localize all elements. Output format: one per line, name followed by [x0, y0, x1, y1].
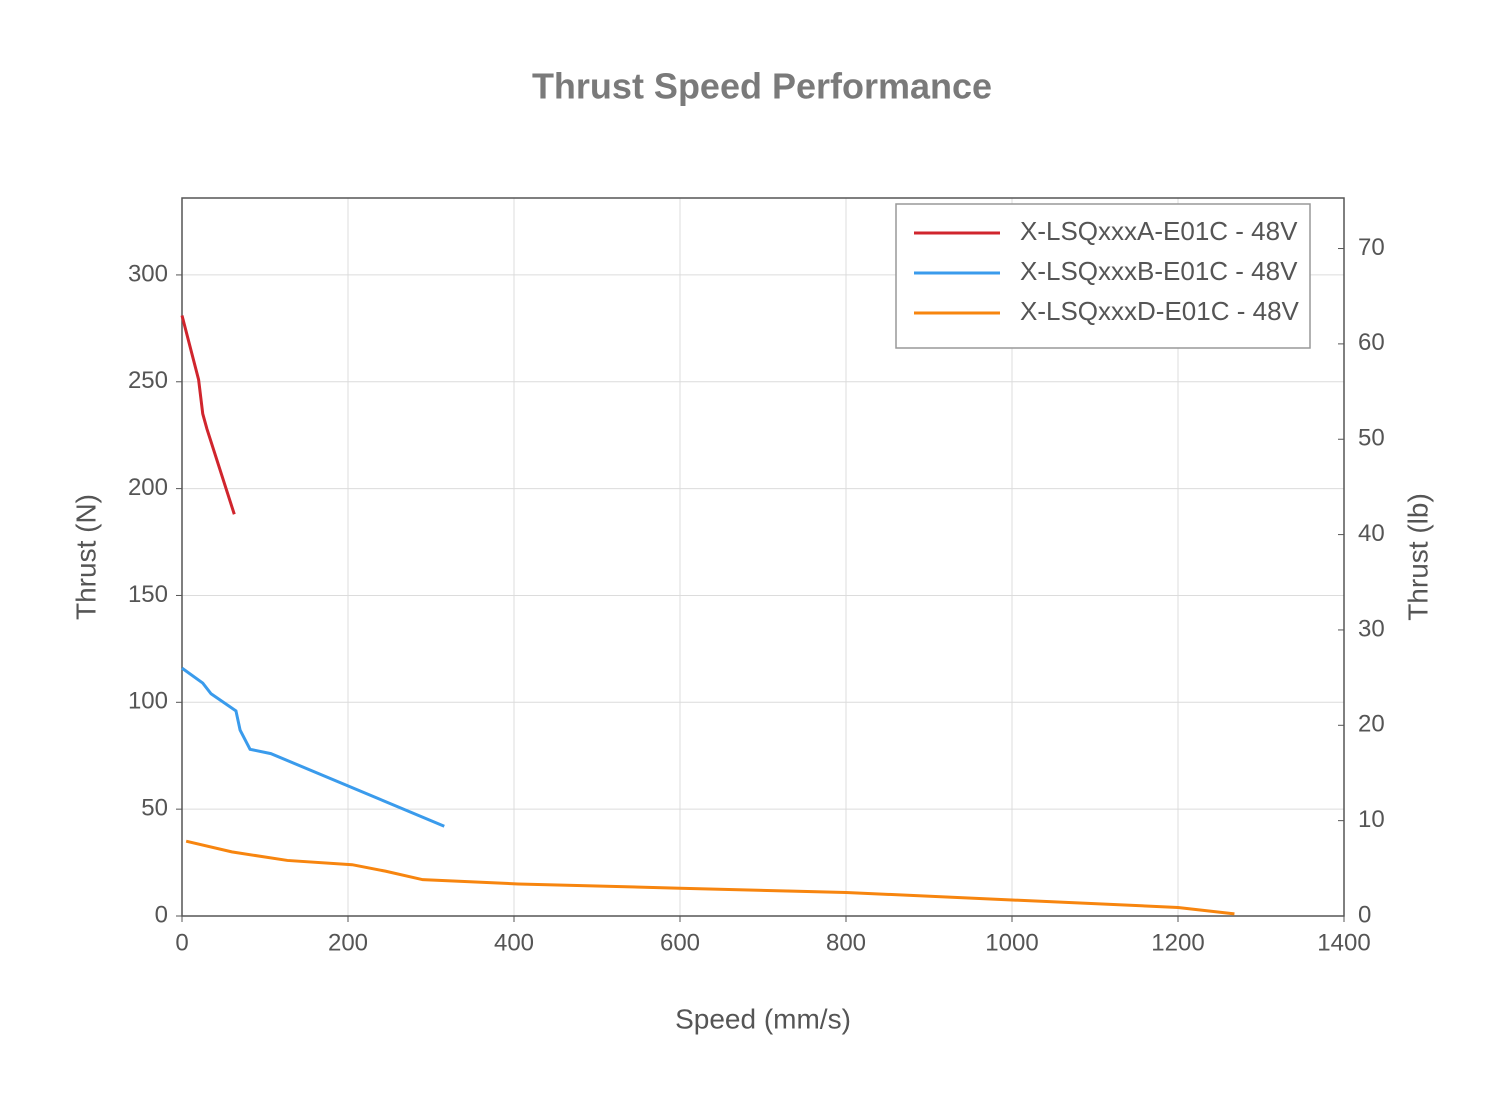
chart-title: Thrust Speed Performance: [532, 66, 992, 107]
y-tick-label: 150: [128, 581, 168, 608]
series-line: [180, 315, 236, 515]
y2-tick-label: 70: [1358, 234, 1385, 261]
x-axis-label: Speed (mm/s): [675, 1003, 851, 1034]
y-tick-label: 300: [128, 260, 168, 287]
y-tick-label: 200: [128, 474, 168, 501]
x-tick-label: 400: [494, 929, 534, 956]
legend-box: [895, 203, 1311, 349]
y2-axis-label: Thrust (lb): [1402, 493, 1433, 621]
x-tick-label: 1200: [1151, 929, 1204, 956]
series-line: [181, 666, 445, 828]
y-tick-label: 0: [155, 901, 168, 928]
x-tick-label: 800: [826, 929, 866, 956]
y2-tick-label: 40: [1358, 520, 1385, 547]
y2-tick-label: 30: [1358, 615, 1385, 642]
y2-tick-label: 20: [1358, 711, 1385, 738]
x-tick-label: 200: [328, 929, 368, 956]
x-tick-label: 1000: [985, 929, 1038, 956]
y2-tick-label: 60: [1358, 329, 1385, 356]
y-tick-label: 250: [128, 367, 168, 394]
legend-label: X-LSQxxxA-E01C - 48V: [1020, 216, 1298, 246]
x-tick-label: 0: [175, 929, 188, 956]
y-tick-label: 100: [128, 688, 168, 715]
series-line: [185, 839, 1235, 916]
y-tick-label: 50: [141, 794, 168, 821]
y2-tick-label: 0: [1358, 901, 1371, 928]
y2-tick-label: 50: [1358, 425, 1385, 452]
y2-tick-label: 10: [1358, 806, 1385, 833]
plot-frame: [181, 197, 1345, 917]
x-tick-label: 1400: [1317, 929, 1370, 956]
legend-label: X-LSQxxxB-E01C - 48V: [1020, 256, 1298, 286]
legend-label: X-LSQxxxD-E01C - 48V: [1020, 296, 1300, 326]
y-axis-label: Thrust (N): [70, 494, 101, 620]
x-tick-label: 600: [660, 929, 700, 956]
